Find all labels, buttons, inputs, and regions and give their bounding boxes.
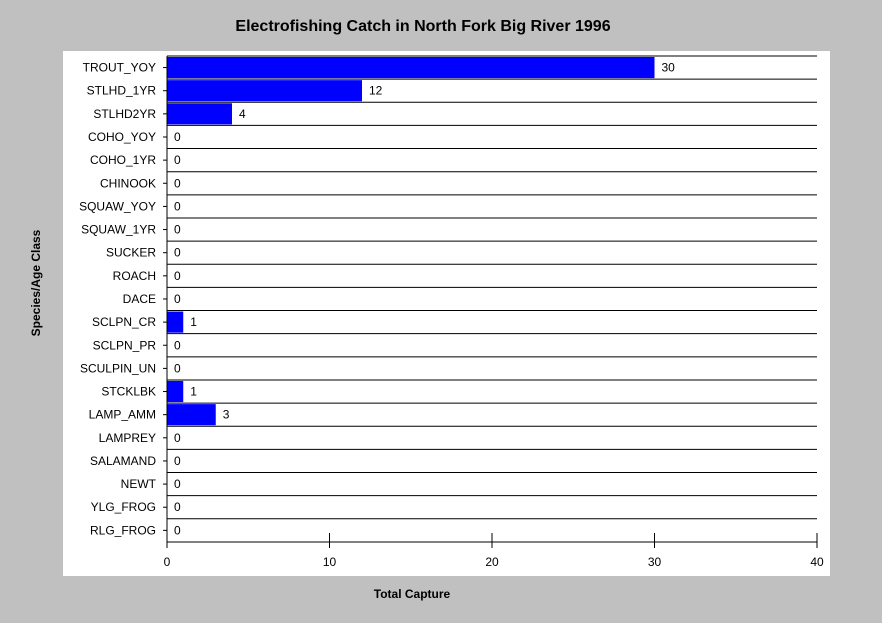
bar: [167, 380, 184, 403]
bar: [167, 80, 362, 102]
category-label: STCKLBK: [101, 385, 156, 399]
bar-value-label: 0: [174, 431, 181, 445]
category-label: LAMPREY: [99, 431, 156, 445]
x-tick-label: 0: [164, 555, 171, 569]
bar-value-label: 0: [174, 130, 181, 144]
category-label: NEWT: [121, 477, 157, 491]
x-axis-label: Total Capture: [373, 587, 451, 601]
category-label: SCULPIN_UN: [80, 361, 156, 375]
category-label: RLG_FROG: [90, 523, 156, 537]
bar-value-label: 0: [174, 361, 181, 375]
bar-value-label: 3: [223, 408, 230, 422]
bar-value-label: 1: [190, 315, 197, 329]
bar: [167, 404, 216, 426]
bar-value-label: 0: [174, 199, 181, 213]
bar-value-label: 0: [174, 223, 181, 237]
bar: [167, 103, 232, 125]
category-label: YLG_FROG: [91, 500, 156, 514]
category-label: SCLPN_CR: [92, 315, 156, 329]
category-label: DACE: [123, 292, 156, 306]
x-tick-label: 40: [810, 555, 824, 569]
x-tick-label: 10: [323, 555, 337, 569]
bar-value-label: 0: [174, 176, 181, 190]
bar: [167, 311, 184, 333]
x-tick-label: 30: [648, 555, 662, 569]
category-label: SALAMAND: [90, 454, 156, 468]
bar-value-label: 0: [174, 246, 181, 260]
category-label: CHINOOK: [100, 176, 156, 190]
category-label: LAMP_AMM: [89, 408, 156, 422]
bar-value-label: 0: [174, 500, 181, 514]
category-label: STLHD_1YR: [87, 84, 157, 98]
chart-title: Electrofishing Catch in North Fork Big R…: [235, 18, 611, 35]
plot-panel: [63, 51, 830, 576]
x-tick-label: 20: [485, 555, 499, 569]
bar: [167, 57, 655, 79]
category-label: SQUAW_1YR: [81, 223, 156, 237]
bar-value-label: 0: [174, 523, 181, 537]
category-label: COHO_YOY: [88, 130, 156, 144]
category-label: SCLPN_PR: [93, 338, 157, 352]
bar-value-label: 0: [174, 338, 181, 352]
category-label: ROACH: [113, 269, 156, 283]
bar-value-label: 0: [174, 477, 181, 491]
bar-value-label: 1: [190, 385, 197, 399]
bar-value-label: 4: [239, 107, 246, 121]
category-label: TROUT_YOY: [83, 61, 156, 75]
bar-value-label: 0: [174, 454, 181, 468]
category-label: STLHD2YR: [93, 107, 156, 121]
bar-value-label: 30: [662, 61, 676, 75]
bar-value-label: 0: [174, 269, 181, 283]
bar-value-label: 0: [174, 292, 181, 306]
bar-value-label: 0: [174, 153, 181, 167]
category-label: SQUAW_YOY: [79, 199, 156, 213]
category-label: COHO_1YR: [90, 153, 156, 167]
bar-value-label: 12: [369, 84, 383, 98]
category-label: SUCKER: [106, 246, 156, 260]
